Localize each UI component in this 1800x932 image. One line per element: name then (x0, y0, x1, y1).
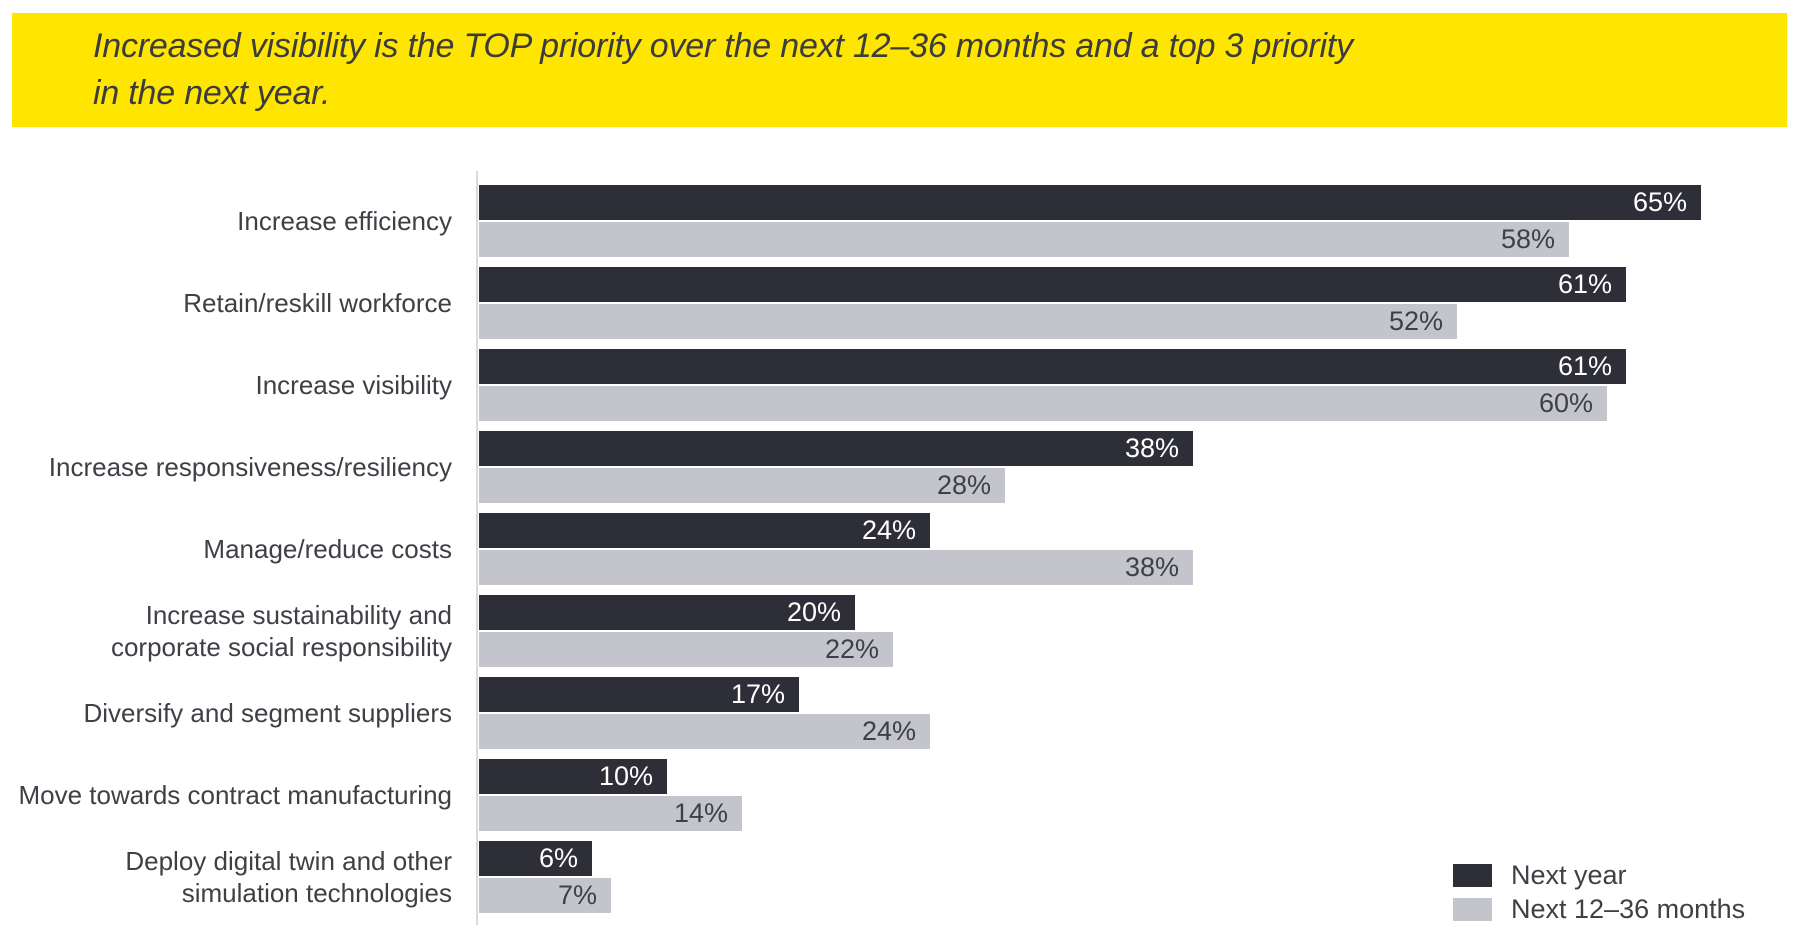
title-banner: Increased visibility is the TOP priority… (12, 13, 1787, 127)
bar-next-year: 24% (479, 513, 930, 548)
bar-value-label: 17% (730, 679, 785, 709)
bar-value-label: 14% (673, 798, 728, 828)
category-label: Move towards contract manufacturing (18, 779, 452, 810)
legend-swatch-next-12-36-months (1453, 898, 1492, 921)
chart-group: Increase responsiveness/resiliency 38% 28% (0, 431, 1800, 503)
bar-next-year: 61% (479, 267, 1626, 302)
category-label: Retain/reskill workforce (183, 287, 452, 318)
bar-next-12-36-months: 7% (479, 878, 611, 913)
bar-next-year: 10% (479, 759, 667, 794)
bar-next-12-36-months: 60% (479, 386, 1607, 421)
chart-group: Move towards contract manufacturing 10% 14… (0, 759, 1800, 831)
chart-group: Diversify and segment suppliers 17% 24% (0, 677, 1800, 749)
legend-label-next-year: Next year (1511, 860, 1627, 890)
category-label: Deploy digital twin and other simulation… (125, 845, 452, 909)
legend: Next year Next 12–36 months (1453, 860, 1745, 932)
category-axis-line (476, 171, 478, 925)
bar-next-year: 20% (479, 595, 855, 630)
legend-label-next-12-36-months: Next 12–36 months (1511, 894, 1746, 924)
bar-next-12-36-months: 14% (479, 796, 742, 831)
category-label: Diversify and segment suppliers (83, 697, 453, 728)
bar-next-12-36-months: 28% (479, 468, 1005, 503)
bar-value-label: 20% (786, 597, 841, 627)
bar-next-year: 65% (479, 185, 1701, 220)
bar-value-label: 7% (557, 880, 597, 910)
bar-next-year: 61% (479, 349, 1626, 384)
category-label: Manage/reduce costs (203, 533, 452, 564)
chart-group: Retain/reskill workforce 61% 52% (0, 267, 1800, 339)
bar-value-label: 22% (824, 634, 879, 664)
bar-value-label: 28% (936, 470, 991, 500)
bar-next-12-36-months: 24% (479, 714, 930, 749)
bar-value-label: 58% (1500, 224, 1555, 254)
bar-next-12-36-months: 38% (479, 550, 1193, 585)
bar-value-label: 60% (1538, 388, 1593, 418)
category-label: Increase visibility (255, 369, 452, 400)
chart-group: Manage/reduce costs 24% 38% (0, 513, 1800, 585)
bar-value-label: 52% (1388, 306, 1443, 336)
category-label: Increase efficiency (237, 205, 452, 236)
chart-title: Increased visibility is the TOP priority… (93, 27, 1353, 112)
category-label: Increase sustainability and corporate so… (110, 599, 452, 663)
legend-swatch-next-year (1453, 864, 1492, 887)
bar-value-label: 24% (861, 515, 916, 545)
chart-group: Increase visibility 61% 60% (0, 349, 1800, 421)
bar-value-label: 6% (538, 843, 578, 873)
bar-value-label: 10% (598, 761, 653, 791)
bar-value-label: 61% (1557, 269, 1612, 299)
bar-next-12-36-months: 52% (479, 304, 1457, 339)
bar-value-label: 61% (1557, 351, 1612, 381)
chart-group: Increase sustainability and corporate so… (0, 595, 1800, 667)
chart-group: Deploy digital twin and other simulation… (0, 841, 1800, 913)
bar-next-year: 38% (479, 431, 1193, 466)
bar-value-label: 38% (1124, 433, 1179, 463)
bar-next-year: 6% (479, 841, 592, 876)
bar-value-label: 38% (1124, 552, 1179, 582)
bar-value-label: 24% (861, 716, 916, 746)
chart-group: Increase efficiency 65% 58% (0, 185, 1800, 257)
bar-next-12-36-months: 22% (479, 632, 893, 667)
bar-value-label: 65% (1632, 187, 1687, 217)
category-label: Increase responsiveness/resiliency (48, 451, 452, 482)
legend-item-next-year: Next year (1453, 860, 1745, 890)
bar-next-12-36-months: 58% (479, 222, 1569, 257)
bar-next-year: 17% (479, 677, 799, 712)
legend-item-next-12-36-months: Next 12–36 months (1453, 894, 1745, 924)
